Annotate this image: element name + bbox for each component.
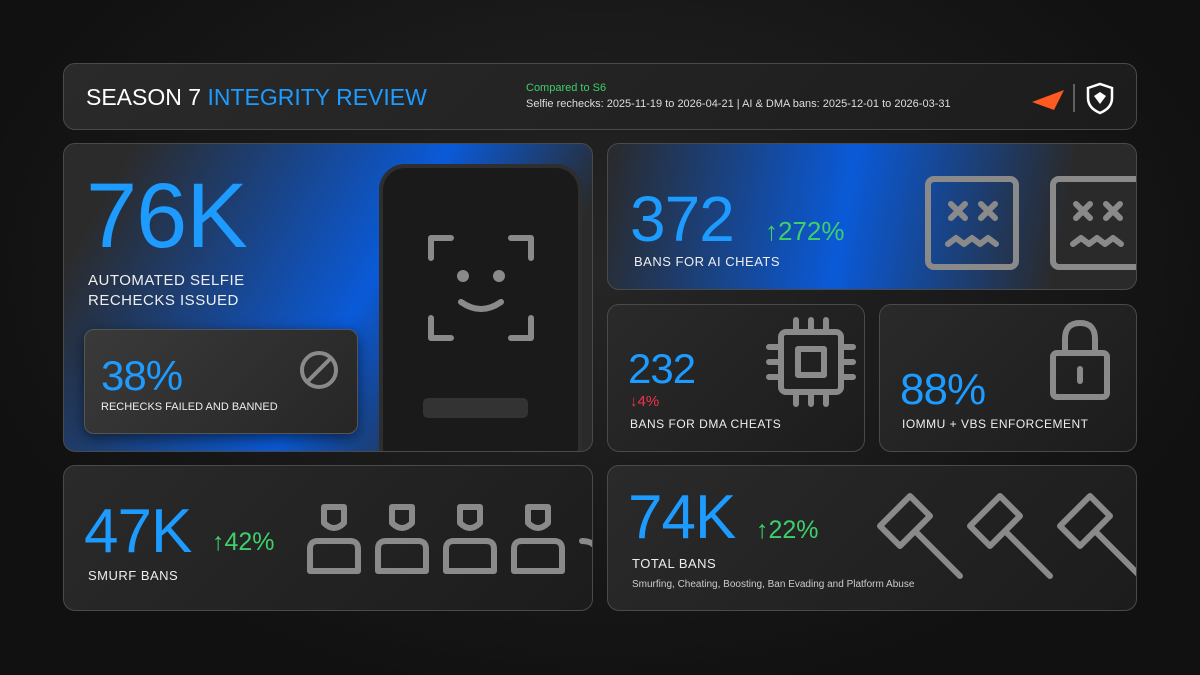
total-note: Smurfing, Cheating, Boosting, Ban Evadin…	[632, 579, 915, 590]
selfie-label-2: RECHECKS ISSUED	[88, 292, 239, 309]
iommu-label: IOMMU + VBS ENFORCEMENT	[902, 417, 1089, 431]
smurf-change: ↑42%	[212, 528, 275, 556]
title-review: INTEGRITY REVIEW	[207, 84, 427, 110]
iommu-value: 88%	[900, 365, 986, 414]
dma-value: 232	[628, 345, 696, 392]
logos	[1032, 82, 1114, 115]
ai-label: BANS FOR AI CHEATS	[634, 254, 781, 269]
total-card: 74K ↑22% TOTAL BANS Smurfing, Cheating, …	[607, 465, 1137, 611]
header: SEASON 7 INTEGRITY REVIEW Compared to S6…	[63, 63, 1137, 130]
lock-icon	[1050, 320, 1110, 400]
chip-icon	[766, 317, 856, 407]
failed-box: 38% RECHECKS FAILED AND BANNED	[84, 329, 358, 434]
total-label: TOTAL BANS	[632, 556, 717, 571]
selfie-label-1: AUTOMATED SELFIE	[88, 272, 245, 289]
ai-change: ↑272%	[765, 216, 845, 246]
ban-icon	[300, 351, 338, 389]
dma-label: BANS FOR DMA CHEATS	[630, 417, 782, 431]
bot-icons	[925, 176, 1136, 270]
failed-value: 38%	[101, 352, 183, 399]
dma-change: ↓4%	[630, 393, 660, 410]
gavel-icons	[877, 493, 1136, 579]
smurf-value: 47K	[84, 497, 192, 566]
phone	[379, 164, 582, 451]
periods: Selfie rechecks: 2025-11-19 to 2026-04-2…	[526, 98, 951, 110]
comparison: Compared to S6	[526, 82, 607, 94]
title: SEASON 7 INTEGRITY REVIEW	[86, 84, 427, 111]
title-season: SEASON 7	[86, 84, 202, 110]
total-change: ↑22%	[756, 516, 819, 544]
total-value: 74K	[628, 483, 736, 552]
people-icons	[307, 504, 592, 574]
failed-label: RECHECKS FAILED AND BANNED	[101, 401, 278, 413]
ai-card: 372 ↑272% BANS FOR AI CHEATS	[607, 143, 1137, 290]
iommu-card: 88% IOMMU + VBS ENFORCEMENT	[879, 304, 1137, 452]
selfie-card: 76K AUTOMATED SELFIE RECHECKS ISSUED 38%…	[63, 143, 593, 452]
face-icon	[428, 235, 534, 341]
ai-value: 372	[630, 183, 735, 255]
selfie-value: 76K	[86, 165, 248, 267]
smurf-label: SMURF BANS	[88, 568, 179, 583]
smurf-card: 47K ↑42% SMURF BANS	[63, 465, 593, 611]
dma-card: 232 ↓4% BANS FOR DMA CHEATS	[607, 304, 865, 452]
phone-bar	[423, 398, 528, 418]
